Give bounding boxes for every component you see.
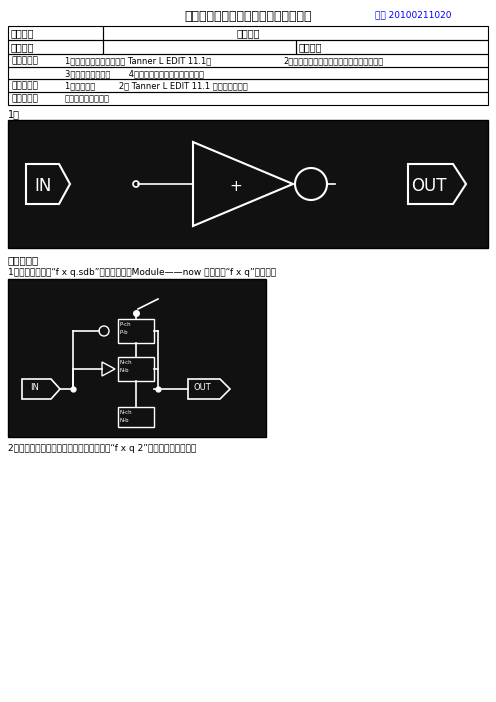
Text: 2、了解软件的操作流程和基本参数的设置；: 2、了解软件的操作流程和基本参数的设置； xyxy=(283,56,383,65)
Text: 2、保存后复制粘贴到新的电路图里命名为“f x q 2”添加直流源和交流源: 2、保存后复制粘贴到新的电路图里命名为“f x q 2”添加直流源和交流源 xyxy=(8,444,196,453)
Text: P-b: P-b xyxy=(120,330,128,335)
Text: IN: IN xyxy=(30,383,39,392)
Text: 1、计算机；         2、 Tanner L EDIT 11.1 版图开发软件；: 1、计算机； 2、 Tanner L EDIT 11.1 版图开发软件； xyxy=(65,81,248,90)
Bar xyxy=(8,67,488,79)
Bar xyxy=(118,357,154,381)
Bar xyxy=(103,26,488,40)
Text: 实验成绩: 实验成绩 xyxy=(299,42,322,52)
Text: P-ch: P-ch xyxy=(120,322,131,327)
Text: 下面是反相器符号。: 下面是反相器符号。 xyxy=(65,94,110,103)
Text: 面反相器: 面反相器 xyxy=(236,28,260,38)
Text: 1、: 1、 xyxy=(8,109,20,119)
Text: 一、电路图: 一、电路图 xyxy=(8,255,39,265)
Bar xyxy=(103,40,296,54)
Text: N-ch: N-ch xyxy=(120,360,132,365)
Text: OUT: OUT xyxy=(193,383,211,392)
Text: 上机时间: 上机时间 xyxy=(11,42,35,52)
Text: 3、学会修改错误；       4、学会看编译文件、电路图等；: 3、学会修改错误； 4、学会看编译文件、电路图等； xyxy=(65,69,204,78)
Bar xyxy=(8,279,266,437)
Bar xyxy=(118,407,154,427)
Bar xyxy=(8,92,488,105)
Text: N-b: N-b xyxy=(120,368,129,373)
Text: 1、新建一个名为“f x q.sdb”的工程文件，Module——now 新建名为“f x q”的电路图: 1、新建一个名为“f x q.sdb”的工程文件，Module——now 新建名… xyxy=(8,268,276,277)
Bar xyxy=(8,79,488,92)
Text: 1、熟悉使用版图设计软件 Tanner L EDIT 11.1；: 1、熟悉使用版图设计软件 Tanner L EDIT 11.1； xyxy=(65,56,211,65)
Text: 实验目的：: 实验目的： xyxy=(11,56,38,65)
Bar xyxy=(296,40,488,54)
Text: N-ch: N-ch xyxy=(120,410,132,415)
Bar xyxy=(8,120,488,248)
Text: 实验要求：: 实验要求： xyxy=(11,81,38,90)
Text: 广西机电职业技术学院电气系实验报告: 广西机电职业技术学院电气系实验报告 xyxy=(184,10,312,23)
Bar xyxy=(8,26,103,40)
Bar xyxy=(118,319,154,343)
Text: +: + xyxy=(230,179,243,194)
Text: IN: IN xyxy=(34,177,52,195)
Text: OUT: OUT xyxy=(411,177,447,195)
Bar xyxy=(8,54,488,67)
Text: 实验名称: 实验名称 xyxy=(11,28,35,38)
Text: N-b: N-b xyxy=(120,418,129,423)
Bar xyxy=(8,40,103,54)
Text: 学号 20100211020: 学号 20100211020 xyxy=(375,10,451,19)
Text: 实验内容：: 实验内容： xyxy=(11,94,38,103)
